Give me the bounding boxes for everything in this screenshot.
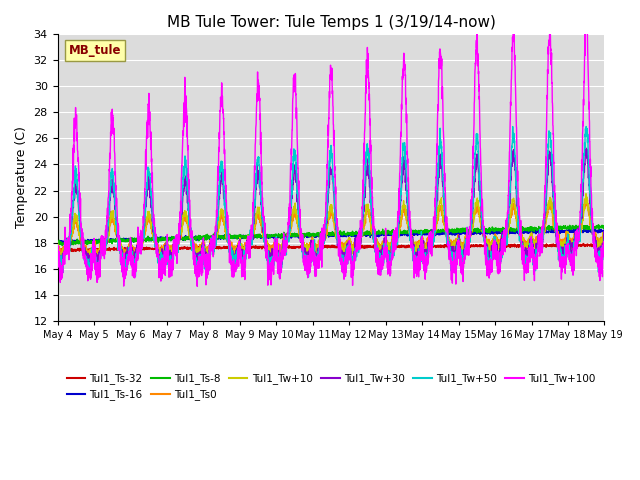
Text: MB_tule: MB_tule	[68, 44, 121, 57]
Title: MB Tule Tower: Tule Temps 1 (3/19/14-now): MB Tule Tower: Tule Temps 1 (3/19/14-now…	[166, 15, 495, 30]
Y-axis label: Temperature (C): Temperature (C)	[15, 127, 28, 228]
Legend: Tul1_Ts-32, Tul1_Ts-16, Tul1_Ts-8, Tul1_Ts0, Tul1_Tw+10, Tul1_Tw+30, Tul1_Tw+50,: Tul1_Ts-32, Tul1_Ts-16, Tul1_Ts-8, Tul1_…	[63, 369, 600, 405]
